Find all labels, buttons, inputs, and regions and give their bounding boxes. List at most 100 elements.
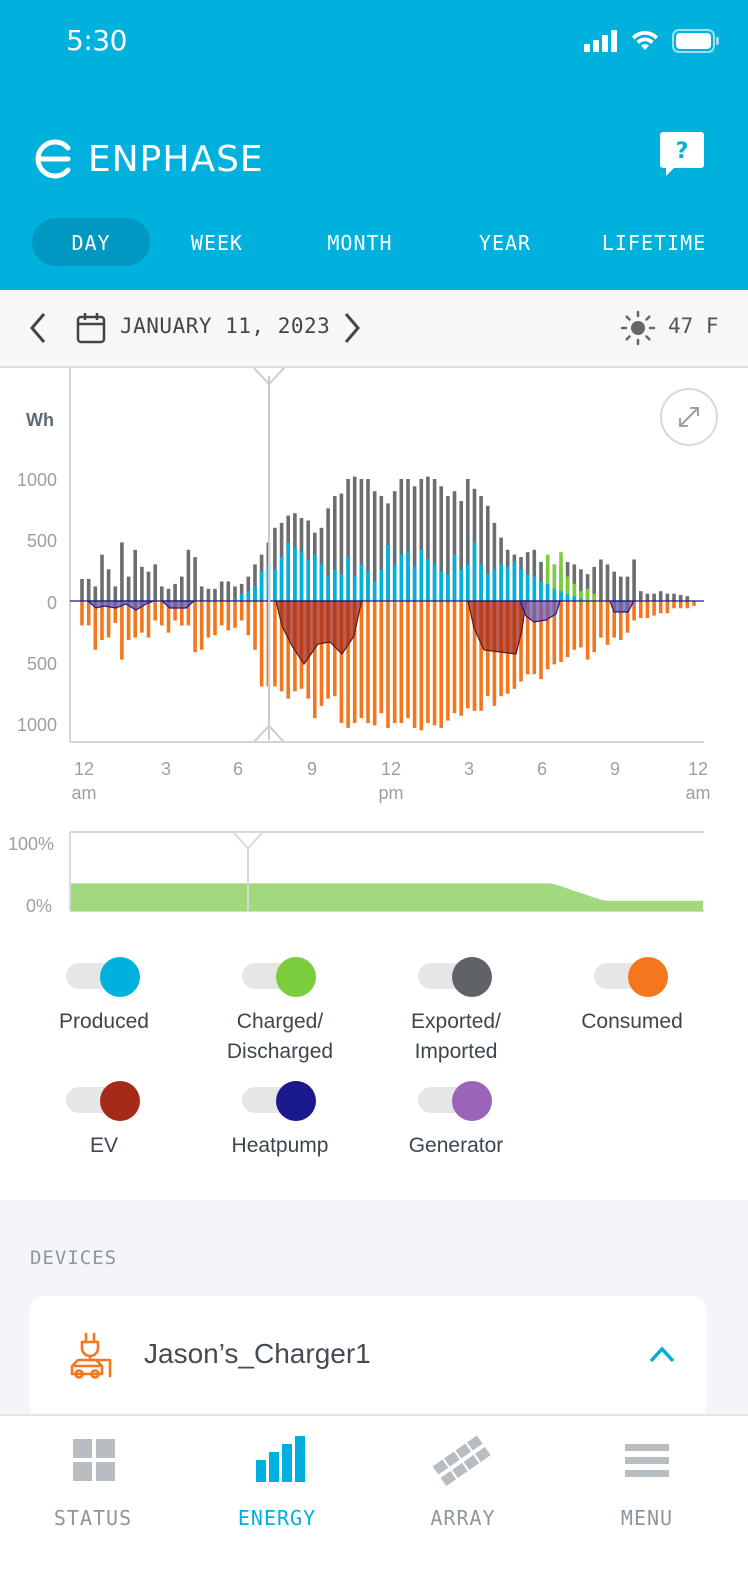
consumed-bar xyxy=(439,601,443,728)
produced-bar xyxy=(306,559,310,601)
x-tick-label: 3 xyxy=(161,759,171,779)
consumed-bar xyxy=(632,601,636,621)
chevron-up-icon[interactable] xyxy=(648,1344,676,1364)
question-icon[interactable]: ? xyxy=(660,132,704,176)
exported-bar xyxy=(612,571,616,601)
consumed-bar xyxy=(193,601,197,653)
consumed-bar xyxy=(665,601,670,614)
nav-energy[interactable]: ENERGY xyxy=(184,1436,370,1530)
exported-bar xyxy=(93,586,98,601)
selected-date[interactable]: JANUARY 11, 2023 xyxy=(120,314,331,338)
produced-bar xyxy=(439,571,443,601)
produced-bar xyxy=(532,576,537,601)
exported-bar xyxy=(399,479,404,601)
toggle-heatpump[interactable] xyxy=(242,1079,318,1121)
exported-bar xyxy=(426,476,430,601)
consumed-bar xyxy=(253,601,257,650)
battery-icon xyxy=(672,29,719,53)
produced-bar xyxy=(419,549,424,601)
energy-chart[interactable]: Wh 1000 500 0 500 1000 12 am 3 6 9 12 pm 3 6 9 12 am 10… xyxy=(0,368,748,928)
tab-day[interactable]: DAY xyxy=(32,218,150,266)
calendar-icon[interactable] xyxy=(76,312,106,344)
exported-bar xyxy=(366,479,370,601)
legend-label: Heatpump xyxy=(231,1134,329,1157)
produced-bar xyxy=(273,569,277,601)
x-tick-label: 6 xyxy=(537,759,547,779)
wifi-icon xyxy=(632,30,658,50)
toggle-charged[interactable] xyxy=(242,955,318,997)
consumed-bar xyxy=(346,601,350,728)
consumed-bar xyxy=(492,601,497,706)
consumed-bar xyxy=(472,601,477,711)
period-tabs: DAY WEEK MONTH YEAR LIFETIME xyxy=(0,218,748,268)
produced-bar xyxy=(299,552,304,601)
exported-bar xyxy=(585,574,590,601)
consumed-bar xyxy=(372,601,377,726)
consumed-bar xyxy=(313,601,317,719)
produced-bar xyxy=(505,566,510,601)
produced-bar xyxy=(392,564,397,601)
legend-charged[interactable]: Charged/Discharged xyxy=(192,955,368,1067)
consumed-bar xyxy=(565,601,570,658)
chevron-right-icon[interactable] xyxy=(340,310,364,346)
device-card[interactable]: Jason’s_Charger1 xyxy=(30,1296,706,1426)
toggle-consumed[interactable] xyxy=(594,955,670,997)
produced-bar xyxy=(512,562,517,601)
tab-week[interactable]: WEEK xyxy=(190,231,244,255)
temperature: 47 F xyxy=(668,314,719,338)
toggle-exported[interactable] xyxy=(418,955,494,997)
consumed-bar xyxy=(366,601,370,723)
legend-generator[interactable]: Generator xyxy=(368,1079,544,1161)
tab-year[interactable]: YEAR xyxy=(478,231,532,255)
consumed-bar xyxy=(592,601,596,653)
time-cursor[interactable] xyxy=(253,368,285,743)
legend-heatpump[interactable]: Heatpump xyxy=(192,1079,368,1161)
ev-area xyxy=(275,600,363,666)
tab-month[interactable]: MONTH xyxy=(327,231,393,255)
legend-exported[interactable]: Exported/Imported xyxy=(368,955,544,1067)
legend-label: Exported/Imported xyxy=(411,1010,501,1063)
expand-icon[interactable] xyxy=(660,388,718,446)
consumed-bar xyxy=(120,601,124,660)
exported-bar xyxy=(146,571,151,601)
toggle-ev[interactable] xyxy=(66,1079,142,1121)
legend-consumed[interactable]: Consumed xyxy=(544,955,720,1037)
tab-lifetime[interactable]: LIFETIME xyxy=(601,231,707,255)
produced-bar xyxy=(379,569,384,601)
consumed-bar xyxy=(239,601,244,621)
legend-produced[interactable]: Produced xyxy=(16,955,192,1037)
produced-bar xyxy=(499,564,503,601)
exported-bar xyxy=(126,576,131,601)
exported-bar xyxy=(632,559,636,601)
nav-array[interactable]: ARRAY xyxy=(370,1435,556,1530)
consumed-bar xyxy=(412,601,417,728)
consumed-bar xyxy=(692,601,696,606)
consumed-bar xyxy=(319,601,324,706)
bar-chart-icon xyxy=(256,1436,305,1482)
nav-label: ARRAY xyxy=(430,1506,496,1530)
x-tick-label: 12 xyxy=(688,759,708,779)
toggle-produced[interactable] xyxy=(66,955,142,997)
produced-bar xyxy=(479,564,483,601)
x-tick-sublabel: am xyxy=(71,783,96,803)
produced-bar xyxy=(579,598,583,601)
exported-bar xyxy=(193,557,197,601)
exported-bar xyxy=(665,593,670,601)
charged-bar xyxy=(559,552,563,601)
exported-bar xyxy=(213,588,217,601)
chevron-left-icon[interactable] xyxy=(26,310,50,346)
consumed-bar xyxy=(612,601,616,638)
nav-menu[interactable]: MENU xyxy=(554,1436,740,1530)
consumed-bar xyxy=(153,601,157,621)
legend-ev[interactable]: EV xyxy=(16,1079,192,1161)
nav-status[interactable]: STATUS xyxy=(0,1436,186,1530)
produced-bar xyxy=(432,564,437,601)
y-tick-label: 0 xyxy=(47,593,57,613)
consumed-bar xyxy=(199,601,204,650)
toggle-generator[interactable] xyxy=(418,1079,494,1121)
produced-bar xyxy=(366,571,370,601)
heatpump-area xyxy=(86,600,155,611)
x-tick-sublabel: am xyxy=(685,783,710,803)
x-tick-labels: 12 am 3 6 9 12 pm 3 6 9 12 am xyxy=(71,759,710,803)
signal-icon xyxy=(584,30,617,52)
